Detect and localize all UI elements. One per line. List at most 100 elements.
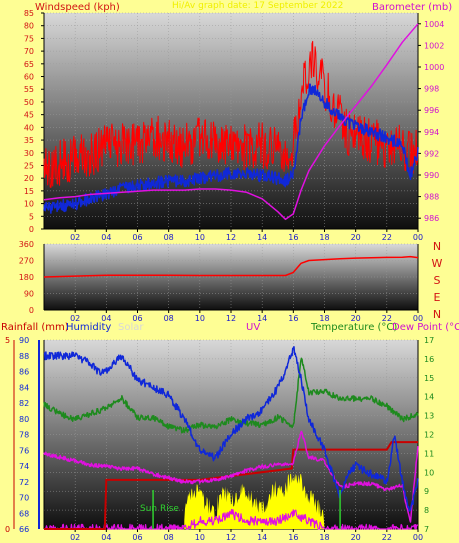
humidity-label: Humidity <box>66 322 111 333</box>
wind-y-tick: 60 <box>24 73 34 82</box>
temp-y-tick: 13 <box>424 412 434 421</box>
humidity-y-tick: 74 <box>19 462 29 471</box>
sunrise-label: Sun Rise <box>140 504 179 514</box>
rainfall-line <box>44 441 418 530</box>
x-tick-label: 20 <box>351 233 361 242</box>
windspeed-label: Windspeed (kph) <box>35 2 120 13</box>
wind-y-tick: 65 <box>24 60 34 69</box>
x-tick-label: 06 <box>132 233 142 242</box>
baro-y-tick: 990 <box>424 171 439 180</box>
wind-y-tick: 5 <box>29 212 34 221</box>
wind-y-tick: 25 <box>24 161 34 170</box>
wind-y-tick: 70 <box>24 47 34 56</box>
humidity-y-tick: 76 <box>19 446 29 455</box>
dewpoint-line <box>43 430 419 523</box>
direction-y-tick: 90 <box>24 290 34 299</box>
temp-y-tick: 10 <box>424 468 434 477</box>
baro-y-tick: 1000 <box>424 63 444 72</box>
x-tick-label: 04 <box>101 314 111 323</box>
wind-y-tick: 0 <box>29 225 34 234</box>
x-tick-label: 02 <box>70 233 80 242</box>
baro-y-tick: 1002 <box>424 41 444 50</box>
x-tick-label: 00 <box>413 314 423 323</box>
x-tick-label: 20 <box>351 314 361 323</box>
x-tick-label: 18 <box>319 233 329 242</box>
x-tick-label: 04 <box>101 233 111 242</box>
x-tick-label: 20 <box>351 533 361 542</box>
direction-y-tick: 270 <box>19 257 34 266</box>
direction-y-tick: 180 <box>19 273 34 282</box>
wind-y-tick: 55 <box>24 85 34 94</box>
x-tick-label: 04 <box>101 533 111 542</box>
humidity-y-tick: 68 <box>19 509 29 518</box>
direction-y-tick: 360 <box>19 240 34 249</box>
uv-label: UV <box>246 322 260 333</box>
graph-date-title: Hi/Av graph date: 17 September 2022 <box>172 1 343 11</box>
dewpoint-label: Dew Point (°C) <box>392 322 459 333</box>
x-tick-label: 22 <box>382 314 392 323</box>
humidity-line <box>43 346 419 512</box>
wind-y-tick: 40 <box>24 123 34 132</box>
x-tick-label: 12 <box>226 233 236 242</box>
barometer-label: Barometer (mb) <box>372 2 452 13</box>
x-tick-label: 08 <box>164 533 174 542</box>
x-tick-label: 16 <box>288 533 298 542</box>
wind-y-tick: 30 <box>24 149 34 158</box>
wind-y-tick: 10 <box>24 200 34 209</box>
temp-y-tick: 7 <box>424 525 429 534</box>
x-tick-label: 14 <box>257 233 267 242</box>
baro-y-tick: 994 <box>424 128 439 137</box>
temp-y-tick: 8 <box>424 506 429 515</box>
temperature-line <box>43 357 419 434</box>
compass-label: E <box>434 291 441 304</box>
baro-y-tick: 988 <box>424 193 439 202</box>
baro-y-tick: 992 <box>424 149 439 158</box>
humidity-y-tick: 70 <box>19 494 29 503</box>
wind-y-tick: 35 <box>24 136 34 145</box>
wind-y-tick: 15 <box>24 187 34 196</box>
x-tick-label: 06 <box>132 314 142 323</box>
x-tick-label: 14 <box>257 533 267 542</box>
x-tick-label: 22 <box>382 233 392 242</box>
temp-y-tick: 15 <box>424 374 434 383</box>
wind-average-line <box>43 83 419 214</box>
baro-y-tick: 996 <box>424 106 439 115</box>
temperature-label: Temperature (°C) <box>310 322 397 333</box>
x-tick-label: 06 <box>132 533 142 542</box>
x-tick-label: 14 <box>257 314 267 323</box>
rain-y-tick: 0 <box>5 525 10 534</box>
x-tick-label: 02 <box>70 533 80 542</box>
x-tick-label: 10 <box>195 533 205 542</box>
temp-y-tick: 16 <box>424 355 434 364</box>
x-tick-label: 08 <box>164 233 174 242</box>
direction-y-tick: 0 <box>29 306 34 315</box>
x-tick-label: 00 <box>413 233 423 242</box>
humidity-y-tick: 66 <box>19 525 29 534</box>
x-tick-label: 16 <box>288 233 298 242</box>
temp-y-tick: 12 <box>424 431 434 440</box>
humidity-y-tick: 78 <box>19 431 29 440</box>
humidity-y-tick: 82 <box>19 399 29 408</box>
wind-y-tick: 80 <box>24 22 34 31</box>
x-tick-label: 10 <box>195 314 205 323</box>
humidity-y-tick: 80 <box>19 415 29 424</box>
uv-line <box>43 508 418 530</box>
solar-label: Solar <box>118 322 144 333</box>
x-tick-label: 12 <box>226 533 236 542</box>
baro-y-tick: 998 <box>424 85 439 94</box>
x-tick-label: 00 <box>413 533 423 542</box>
rainfall-label: Rainfall (mm) <box>1 322 69 333</box>
x-tick-label: 02 <box>70 314 80 323</box>
x-tick-label: 18 <box>319 314 329 323</box>
humidity-y-tick: 72 <box>19 478 29 487</box>
wind-gust-line <box>43 40 419 188</box>
baro-y-tick: 986 <box>424 214 439 223</box>
wind-direction-line <box>43 255 419 278</box>
wind-y-tick: 85 <box>24 9 34 18</box>
temp-y-tick: 9 <box>424 487 429 496</box>
compass-label: S <box>434 274 441 287</box>
wind-y-tick: 20 <box>24 174 34 183</box>
compass-label: W <box>432 257 443 270</box>
temp-y-tick: 14 <box>424 393 434 402</box>
